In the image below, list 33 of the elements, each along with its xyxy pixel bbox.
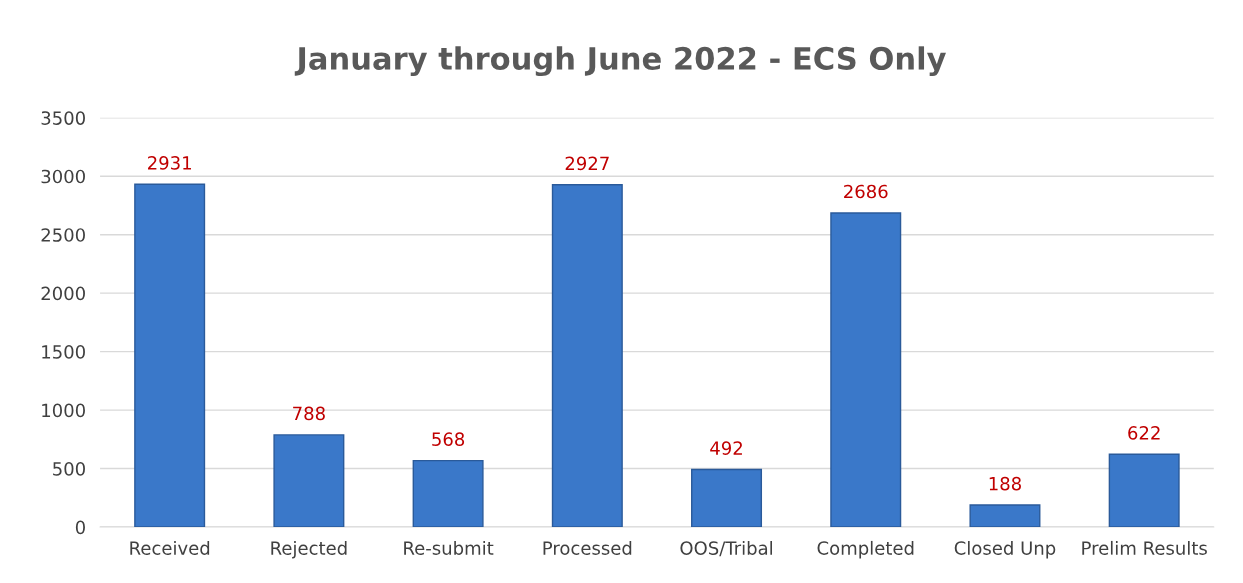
x-tick-label: Processed <box>543 540 632 555</box>
y-tick-label: 1500 <box>42 345 85 359</box>
y-tick-label: 3000 <box>41 169 85 184</box>
bar <box>412 459 484 528</box>
data-label: 492 <box>710 441 742 455</box>
data-label: 2931 <box>148 156 191 170</box>
x-tick-label: OOS/Tribal <box>680 540 772 557</box>
y-tick-label: 2000 <box>41 286 85 301</box>
y-tick-label: 0 <box>75 520 85 535</box>
x-tick-label: Received <box>130 540 210 555</box>
x-tick-label: Prelim Results <box>1082 540 1207 555</box>
y-tick-label: 2500 <box>41 228 85 242</box>
data-label: 2927 <box>565 156 609 171</box>
x-tick-label: Re-submit <box>404 540 494 555</box>
bar <box>1108 453 1180 528</box>
data-label: 2686 <box>844 184 888 199</box>
chart-title: January through June 2022 - ECS Only <box>294 46 946 77</box>
y-tick-label: 1000 <box>42 403 85 418</box>
y-tick-label: 3500 <box>41 111 85 125</box>
data-label: 568 <box>432 432 465 446</box>
bar <box>969 504 1041 528</box>
bar <box>134 183 206 528</box>
data-label: 188 <box>989 476 1021 491</box>
y-tick-label: 500 <box>53 462 85 476</box>
bar <box>691 468 763 528</box>
bar <box>551 184 623 528</box>
data-label: 788 <box>293 406 325 421</box>
x-tick-label: Completed <box>817 540 914 559</box>
data-label: 622 <box>1128 426 1160 440</box>
bar <box>830 212 902 528</box>
x-tick-label: Rejected <box>271 540 347 559</box>
x-tick-label: Closed Unp <box>954 540 1056 559</box>
bar <box>273 434 345 528</box>
